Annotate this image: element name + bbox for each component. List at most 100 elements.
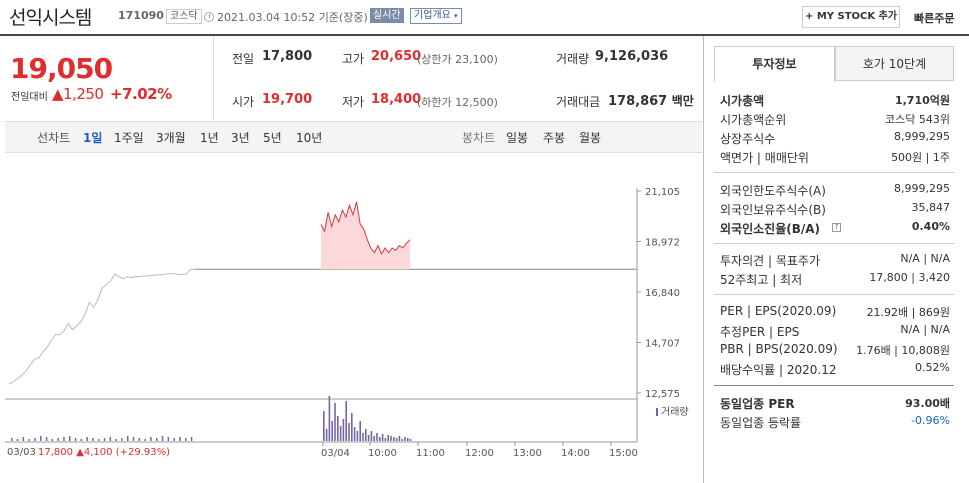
section-divider xyxy=(714,172,954,173)
volume-bar xyxy=(132,437,135,441)
invest-row: 시가총액순위 코스닥 543위 xyxy=(720,113,950,127)
volume-bar xyxy=(185,438,187,441)
volume-bar xyxy=(331,421,333,441)
volume-bar xyxy=(393,437,395,441)
volume-legend-icon xyxy=(656,408,658,416)
volume-bar xyxy=(398,436,401,441)
volume-bar xyxy=(103,438,106,441)
volume-bar xyxy=(353,427,356,441)
volume-bar xyxy=(365,429,367,441)
invest-row: 외국인한도주식수(A) 8,999,295 xyxy=(720,182,950,198)
prev-close-value: 17,800 xyxy=(262,49,313,64)
realtime-button[interactable]: 실시간 xyxy=(370,8,404,23)
volume-bar xyxy=(34,438,36,441)
prev-close-label: 전일 xyxy=(232,52,255,66)
volume-bar xyxy=(345,401,347,441)
x-tick-label: 03/04 xyxy=(321,448,350,459)
y-tick-label: 12,575 xyxy=(645,389,680,400)
period-tab[interactable]: 3개월 xyxy=(156,131,186,145)
volume-bar xyxy=(323,411,325,441)
low-value: 18,400 xyxy=(371,92,422,107)
volume-bar xyxy=(339,426,342,441)
header-divider xyxy=(0,34,969,36)
tab-order-book[interactable]: 호가 10단계 xyxy=(835,46,954,81)
today-line xyxy=(320,201,411,255)
x-tick-label: 14:00 xyxy=(561,448,590,459)
volume-bar xyxy=(337,416,339,441)
y-tick-label: 14,707 xyxy=(645,339,680,350)
volume-bar xyxy=(57,438,59,441)
volume-bar xyxy=(348,423,350,441)
low-label: 저가 xyxy=(342,95,365,109)
section-divider xyxy=(714,294,954,295)
invest-row: 시가총액 1,710억원 xyxy=(720,94,950,108)
volume-bar xyxy=(161,436,164,441)
x-tick-label: 12:00 xyxy=(465,448,494,459)
period-tab[interactable]: 1주일 xyxy=(114,131,144,145)
volume-bar xyxy=(127,436,129,441)
add-my-stock-button[interactable]: + MY STOCK 추가 xyxy=(802,6,900,28)
volume-bar xyxy=(80,439,83,441)
quick-order-link[interactable]: 빠른주문 xyxy=(914,12,955,25)
help-icon[interactable]: ? xyxy=(832,223,841,232)
change-label: 전일대비 xyxy=(11,92,48,103)
invest-row: 상장주식수 8,999,295 xyxy=(720,130,950,146)
volume-bar xyxy=(395,438,398,441)
x-tick-label: 13:00 xyxy=(513,448,542,459)
price-change-rate: +7.02% xyxy=(110,85,172,103)
prev-day-line xyxy=(8,268,195,385)
market-badge: 코스닥 xyxy=(166,9,202,24)
volume-bar xyxy=(325,429,328,441)
invest-row: 액면가 | 매매단위 500원 | 1주 xyxy=(720,151,950,165)
volume-bar xyxy=(63,437,65,441)
volume-bar xyxy=(16,439,19,441)
company-overview-button[interactable]: 기업개요 ▾ xyxy=(410,8,462,24)
volume-bar xyxy=(98,439,100,441)
volume-bar xyxy=(86,437,88,441)
top-bar: 선익시스템 171090 코스닥 2021.03.04 10:52 기준(장중)… xyxy=(0,0,969,34)
volume-bar xyxy=(74,438,77,441)
chart-tabs-bar xyxy=(5,121,702,153)
volume-bar xyxy=(22,437,25,441)
x-tick-label: 10:00 xyxy=(368,448,397,459)
candle-tab[interactable]: 월봉 xyxy=(579,131,602,145)
volume-bar xyxy=(51,439,54,441)
period-tab[interactable]: 1년 xyxy=(200,131,219,145)
invest-row: 외국인보유주식수(B) 35,847 xyxy=(720,201,950,217)
candle-tab[interactable]: 일봉 xyxy=(506,131,529,145)
high-label: 고가 xyxy=(342,52,365,66)
volume-bar xyxy=(409,439,412,441)
period-tab[interactable]: 3년 xyxy=(231,131,250,145)
volume-bar xyxy=(373,436,375,441)
period-tab[interactable]: 5년 xyxy=(263,131,282,145)
x-tick-label: 15:00 xyxy=(609,448,638,459)
volume-bar xyxy=(387,435,389,441)
volume-bar xyxy=(92,438,94,441)
volume-bar xyxy=(356,431,359,441)
tab-invest-info[interactable]: 투자정보 xyxy=(714,46,835,82)
volume-bar xyxy=(45,437,48,441)
volume-bar xyxy=(190,437,193,441)
invest-row: 52주최고 | 최저 17,800 | 3,420 xyxy=(720,271,950,287)
period-tab[interactable]: 1일 xyxy=(83,131,103,145)
amount-value: 178,867 백만 xyxy=(608,94,694,109)
volume-bar xyxy=(379,437,381,441)
prev-day-label: 03/03 xyxy=(7,447,36,458)
volume-bar xyxy=(384,438,387,441)
volume-bar xyxy=(351,413,353,441)
stock-name: 선익시스템 xyxy=(9,7,92,29)
period-tab[interactable]: 10년 xyxy=(296,131,323,145)
price-chart[interactable]: 21,105 18,972 16,840 14,707 12,575 거래량 03/04… xyxy=(5,153,702,483)
candle-chart-label: 봉차트 xyxy=(462,131,496,145)
lower-limit: (하한가 12,500) xyxy=(417,96,498,109)
candle-tab[interactable]: 주봉 xyxy=(543,131,566,145)
volume-bar xyxy=(328,396,331,441)
volume-bar xyxy=(144,439,146,441)
invest-row: 배당수익률 | 2020.12 0.52% xyxy=(720,361,950,377)
current-price: 19,050 xyxy=(10,52,113,85)
y-tick-label: 21,105 xyxy=(645,187,680,198)
volume-bar xyxy=(404,437,406,441)
volume-bar xyxy=(28,439,30,441)
volume-legend: 거래량 xyxy=(661,406,689,418)
y-tick-label: 18,972 xyxy=(645,238,680,249)
